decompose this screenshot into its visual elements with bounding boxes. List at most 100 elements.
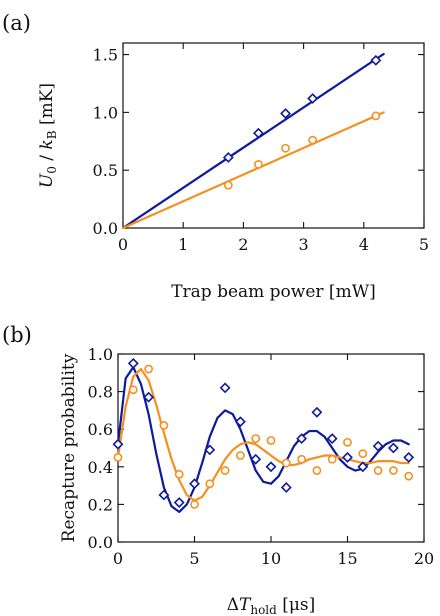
data-point-diamond xyxy=(189,478,200,490)
data-point-circle xyxy=(174,469,184,479)
data-point-diamond xyxy=(357,461,369,473)
panel-b-y-axis-label: Recapture probability xyxy=(59,353,79,542)
fit-line-series-2 xyxy=(116,367,410,502)
data-point-diamond xyxy=(280,482,292,493)
data-point-circle xyxy=(128,385,138,395)
data-point-circle xyxy=(113,452,123,462)
xlabel-unit: [μs] xyxy=(277,595,315,615)
ylabel-sub-b: B xyxy=(45,130,59,139)
x-tick-label: 20 xyxy=(414,549,434,568)
data-point-circle xyxy=(373,466,383,475)
fit-line-series-1 xyxy=(116,366,410,514)
data-point-diamond xyxy=(173,497,185,508)
x-tick-label: 3 xyxy=(299,235,309,254)
y-tick-label: 0.0 xyxy=(88,533,113,552)
data-point-circle xyxy=(235,451,245,460)
x-tick-label: 5 xyxy=(189,549,199,568)
data-point-circle xyxy=(223,180,233,190)
data-point-diamond xyxy=(403,451,415,463)
data-point-circle xyxy=(281,458,291,468)
panel-b: (b) 0 5 10 15 20 0.0 0.2 0.4 0.6 0.8 1.0 ΔThold [μ… xyxy=(2,323,434,616)
data-point-circle xyxy=(251,434,261,443)
data-point-circle xyxy=(297,454,306,464)
ylabel-slash: / xyxy=(37,150,57,167)
data-point-diamond xyxy=(280,108,291,119)
data-point-diamond xyxy=(222,152,234,163)
data-point-circle xyxy=(220,466,230,475)
x-tick-label: 1 xyxy=(178,235,188,254)
data-point-diamond xyxy=(253,127,264,139)
data-point-circle xyxy=(343,437,352,447)
xlabel-delta: Δ xyxy=(227,595,239,615)
panel-b-fit-lines xyxy=(116,366,410,514)
panel-b-points xyxy=(112,357,415,509)
xlabel-sub-hold: hold xyxy=(250,603,277,616)
y-tick-label: 0.5 xyxy=(93,161,118,180)
panel-b-ticks: 0 5 10 15 20 0.0 0.2 0.4 0.6 0.8 1.0 xyxy=(88,345,435,568)
panel-a-ticks: 0 1 2 3 4 5 0.0 0.5 1.0 1.5 xyxy=(93,43,429,254)
panel-b-label: (b) xyxy=(2,323,32,347)
data-point-circle xyxy=(205,479,215,489)
data-point-diamond xyxy=(158,489,170,501)
data-point-circle xyxy=(308,135,318,145)
y-tick-label: 1.0 xyxy=(88,345,113,364)
x-tick-label: 2 xyxy=(238,235,248,254)
panel-a-y-axis-label: U0 / kB [mK] xyxy=(37,83,59,188)
data-point-diamond xyxy=(387,442,399,454)
fit-line-series-1 xyxy=(121,52,385,230)
x-tick-label: 5 xyxy=(419,235,429,254)
data-point-circle xyxy=(281,143,290,153)
data-point-circle xyxy=(404,471,414,481)
data-point-diamond xyxy=(143,391,155,403)
data-point-diamond xyxy=(127,357,139,369)
data-point-diamond xyxy=(250,453,262,465)
data-point-diamond xyxy=(112,438,124,450)
data-point-diamond xyxy=(370,54,382,66)
data-point-circle xyxy=(327,454,337,464)
data-point-diamond xyxy=(219,382,231,394)
data-point-diamond xyxy=(342,451,353,463)
data-point-circle xyxy=(254,160,263,169)
y-tick-label: 0.2 xyxy=(88,495,113,514)
ylabel-symbol-k: k xyxy=(37,139,57,149)
y-tick-label: 0.6 xyxy=(88,420,113,439)
data-point-circle xyxy=(371,111,381,121)
data-point-diamond xyxy=(372,440,384,452)
data-point-diamond xyxy=(204,444,216,456)
data-point-circle xyxy=(358,449,368,459)
panel-a-x-axis-label: Trap beam power [mW] xyxy=(171,282,376,302)
data-point-circle xyxy=(312,466,322,475)
y-tick-label: 1.0 xyxy=(93,103,118,122)
x-tick-label: 0 xyxy=(113,549,123,568)
data-point-diamond xyxy=(311,406,323,418)
panel-a-fit-lines xyxy=(121,52,385,230)
data-point-diamond xyxy=(307,93,319,104)
x-tick-label: 0 xyxy=(118,235,128,254)
data-point-diamond xyxy=(265,461,277,473)
data-point-circle xyxy=(266,436,276,445)
y-tick-label: 1.5 xyxy=(93,46,118,65)
y-tick-label: 0.4 xyxy=(88,458,113,477)
ylabel-sub-0: 0 xyxy=(45,166,59,174)
ylabel-unit: [mK] xyxy=(37,83,57,131)
data-point-circle xyxy=(388,466,398,475)
data-point-diamond xyxy=(234,416,246,428)
x-tick-label: 15 xyxy=(337,549,357,568)
panel-a-label: (a) xyxy=(2,11,31,35)
data-point-circle xyxy=(190,499,199,509)
x-tick-label: 10 xyxy=(261,549,281,568)
panel-a-points xyxy=(222,54,382,190)
panel-a: (a) 0 1 2 3 4 5 0.0 0.5 1.0 1.5 Trap beam power [… xyxy=(2,11,429,302)
x-tick-label: 4 xyxy=(359,235,369,254)
y-tick-label: 0.8 xyxy=(88,383,113,402)
data-point-diamond xyxy=(326,433,338,445)
panel-a-frame xyxy=(122,42,425,229)
data-point-circle xyxy=(159,421,169,430)
data-point-circle xyxy=(144,364,153,374)
xlabel-symbol-t: T xyxy=(239,595,252,615)
ylabel-symbol-u: U xyxy=(37,173,57,188)
fit-line-series-2 xyxy=(121,111,385,230)
data-point-diamond xyxy=(296,433,308,445)
panel-b-x-axis-label: ΔThold [μs] xyxy=(227,595,316,616)
